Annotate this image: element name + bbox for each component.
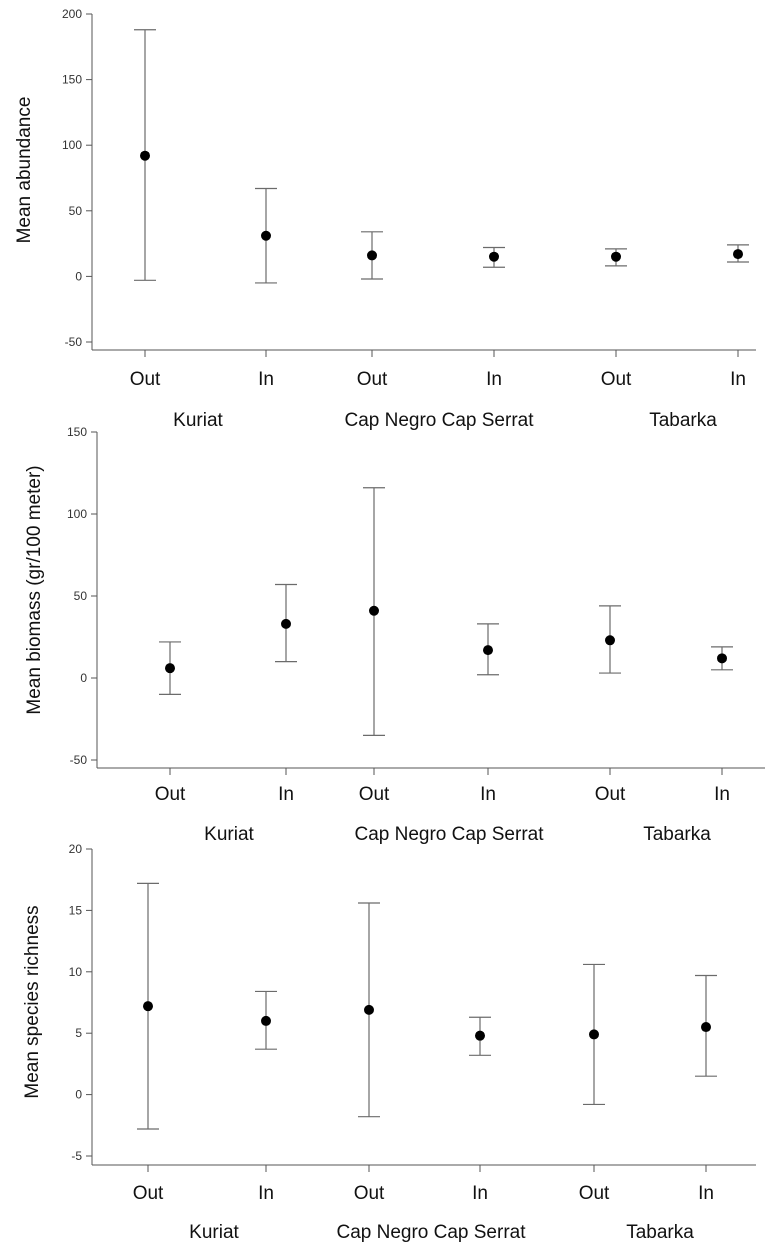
panel3-y-tick-label: -5 — [71, 1149, 82, 1163]
panel3-mean-point — [364, 1004, 374, 1015]
panel1-y-tick-label: 50 — [69, 204, 83, 218]
panel2-site-label: Kuriat — [204, 824, 254, 845]
panel1-category-label: In — [486, 369, 502, 390]
panel3-y-tick-label: 20 — [69, 842, 83, 856]
panel3-y-tick-label: 15 — [69, 903, 83, 917]
panel3-mean-point — [143, 1001, 153, 1012]
panel3-y-tick-label: 5 — [75, 1026, 82, 1040]
panel3-mean-point — [261, 1015, 271, 1026]
panel2-y-tick-label: 150 — [67, 425, 87, 439]
panel2-y-tick-label: 0 — [80, 671, 87, 685]
panel3-y-tick-label: 0 — [75, 1088, 82, 1102]
panel1-category-label: Out — [130, 369, 161, 390]
panel2-category-label: In — [480, 784, 496, 805]
panel3-site-label: Kuriat — [189, 1222, 239, 1243]
panel2-site-label: Tabarka — [643, 824, 711, 845]
panel3-y-tick-label: 10 — [69, 965, 83, 979]
panel1-y-tick-label: -50 — [65, 335, 83, 349]
panel1-category-label: Out — [357, 369, 388, 390]
panel2-y-tick-label: 100 — [67, 507, 87, 521]
panel3-category-label: In — [698, 1183, 714, 1204]
panel1-mean-point — [261, 230, 271, 241]
panel1-site-label: Tabarka — [649, 410, 717, 431]
panel2-y-tick-label: 50 — [74, 589, 88, 603]
panel2-category-label: Out — [155, 784, 186, 805]
panel2-site-label: Cap Negro Cap Serrat — [354, 824, 544, 845]
panel2-category-label: In — [714, 784, 730, 805]
panel3-y-axis-label: Mean species richness — [22, 905, 43, 1098]
panel3-mean-point — [475, 1030, 485, 1041]
panel3-mean-point — [701, 1022, 711, 1033]
panel1-y-tick-label: 0 — [75, 269, 82, 283]
panel1-mean-point — [367, 250, 377, 261]
panel3-category-label: In — [258, 1183, 274, 1204]
panel1-category-label: In — [730, 369, 746, 390]
panel3-site-label: Tabarka — [626, 1222, 694, 1243]
panel1-y-axis-label: Mean abundance — [14, 97, 35, 244]
panel1-mean-point — [140, 150, 150, 161]
panel2-mean-point — [369, 605, 379, 616]
panel1-category-label: In — [258, 369, 274, 390]
panel1-y-tick-label: 100 — [62, 138, 82, 152]
panel1-y-tick-label: 150 — [62, 73, 82, 87]
panel3-category-label: Out — [133, 1183, 164, 1204]
panel1-y-tick-label: 200 — [62, 7, 82, 21]
panel1-site-label: Cap Negro Cap Serrat — [344, 410, 534, 431]
panel3-mean-point — [589, 1029, 599, 1040]
panel1-mean-point — [611, 251, 621, 262]
panel2-mean-point — [483, 645, 493, 656]
panel1-mean-point — [733, 249, 743, 260]
panel3-site-label: Cap Negro Cap Serrat — [336, 1222, 526, 1243]
panel2-y-axis-label: Mean biomass (gr/100 meter) — [24, 465, 45, 714]
panel2-mean-point — [605, 635, 615, 646]
panel2-category-label: Out — [359, 784, 390, 805]
panel2-y-tick-label: -50 — [70, 753, 88, 767]
panel1-site-label: Kuriat — [173, 410, 223, 431]
panel1-category-label: Out — [601, 369, 632, 390]
panel2-mean-point — [717, 653, 727, 664]
panel2-category-label: Out — [595, 784, 626, 805]
panel2-mean-point — [165, 663, 175, 674]
panel3-category-label: Out — [354, 1183, 385, 1204]
panel2-mean-point — [281, 618, 291, 629]
panel1-mean-point — [489, 251, 499, 262]
panel3-category-label: Out — [579, 1183, 610, 1204]
panel2-category-label: In — [278, 784, 294, 805]
panel3-category-label: In — [472, 1183, 488, 1204]
